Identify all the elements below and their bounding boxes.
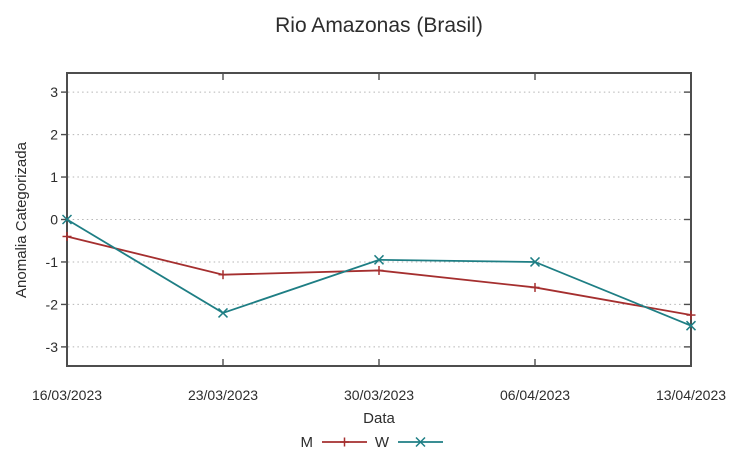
y-tick-label: -3 — [46, 339, 59, 355]
chart-title: Rio Amazonas (Brasil) — [275, 14, 483, 37]
legend-label-W: W — [375, 434, 390, 451]
x-tick-label: 06/04/2023 — [500, 387, 570, 403]
y-tick-label: -2 — [46, 296, 59, 312]
y-tick-label: 3 — [50, 84, 58, 100]
series-W-marker — [61, 214, 73, 225]
x-tick-label: 13/04/2023 — [656, 387, 726, 403]
series-W-marker — [217, 307, 229, 318]
y-tick-label: 2 — [50, 127, 58, 143]
y-tick-label: 1 — [50, 169, 58, 185]
x-tick-label: 30/03/2023 — [344, 387, 414, 403]
y-tick-label: 0 — [50, 212, 58, 228]
series-W-marker — [529, 256, 541, 267]
legend-marker-W — [415, 436, 426, 448]
x-axis-label: Data — [363, 410, 395, 427]
x-tick-label: 16/03/2023 — [32, 387, 102, 403]
plot-area: -3 -2 -1 0 1 2 3 16/03/2023 23/03/2023 30/03/2023… — [32, 72, 726, 403]
x-tick-label: 23/03/2023 — [188, 387, 258, 403]
series-W-marker — [373, 254, 385, 265]
y-tick-label: -1 — [46, 254, 59, 270]
series-W-marker — [685, 320, 697, 331]
legend-label-M: M — [301, 434, 314, 451]
y-axis-label: Anomalia Categorizada — [13, 141, 30, 298]
